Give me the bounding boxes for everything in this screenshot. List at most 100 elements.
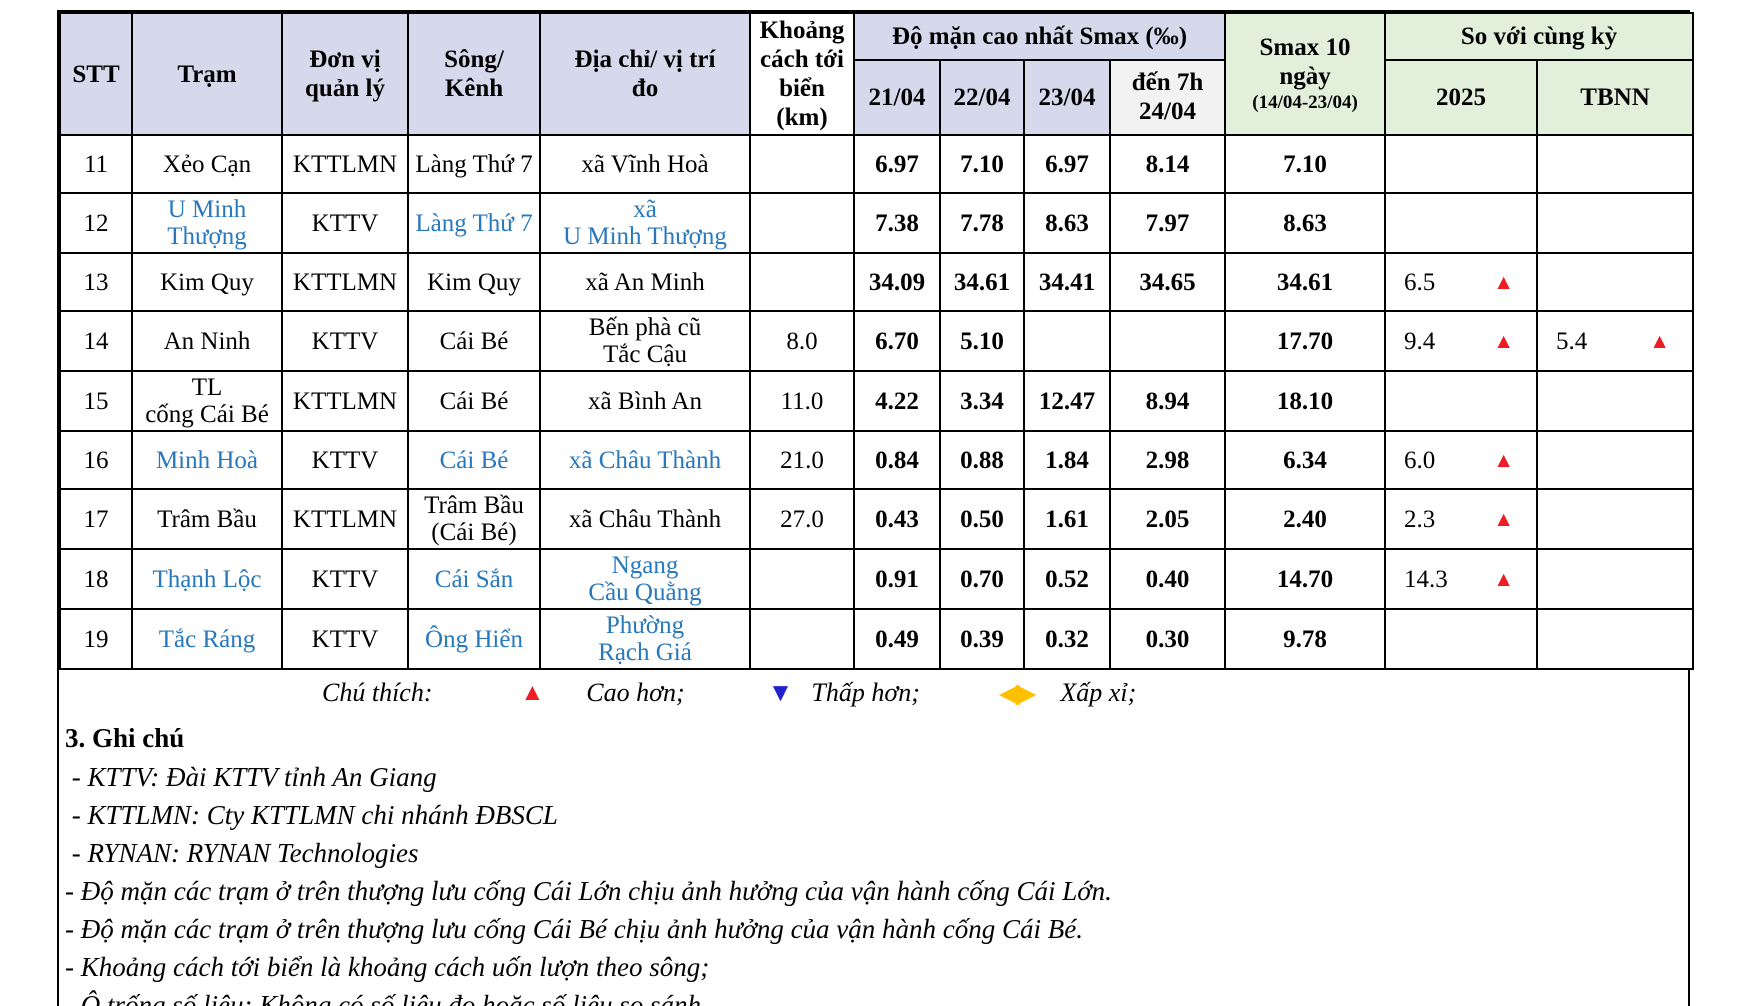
cell-smax10: 2.40	[1224, 488, 1387, 550]
cell-station: Thạnh Lộc	[131, 548, 283, 610]
table-row: 12 U Minh Thượng KTTV Làng Thứ 7 xã U Mi…	[59, 192, 1695, 254]
table-row: 16 Minh Hoà KTTV Cái Bé xã Châu Thành 21…	[59, 430, 1695, 490]
cell-smax10: 14.70	[1224, 548, 1387, 610]
legend-row: Chú thích: ▲ Cao hơn; ▼ Thấp hơn; ◀▶ Xấp…	[59, 670, 1688, 716]
cell-distance: 21.0	[749, 430, 855, 490]
cell-distance	[749, 608, 855, 670]
cell-smax-22-04: 0.39	[939, 608, 1025, 670]
note-line: - RYNAN: RYNAN Technologies	[65, 838, 419, 868]
compare-value: 14.3	[1404, 565, 1448, 593]
col-header-address: Địa chỉ/ vị trí đo	[539, 12, 751, 136]
col-header-date-2: 22/04	[939, 58, 1025, 137]
cell-smax-23-04: 34.41	[1023, 252, 1111, 312]
up-triangle-icon: ▲	[1493, 447, 1515, 472]
compare-value: 9.4	[1404, 327, 1436, 355]
cell-smax-24-04: 8.94	[1108, 370, 1227, 432]
note-line: - KTTV: Đài KTTV tỉnh An Giang	[65, 762, 437, 792]
cell-smax-22-04: 7.10	[939, 134, 1025, 194]
cell-address: xã U Minh Thượng	[539, 192, 751, 254]
cell-address: xã Bình An	[539, 370, 751, 432]
cell-station: U Minh Thượng	[131, 192, 283, 254]
cell-compare-2025: 9.4 ▲	[1384, 310, 1539, 372]
note-line: - Khoảng cách tới biển là khoảng cách uố…	[65, 952, 710, 982]
cell-smax-23-04: 1.61	[1023, 488, 1111, 550]
legend-approx-label: Xấp xỉ;	[1060, 678, 1137, 707]
cell-unit: KTTV	[281, 548, 409, 610]
table-row: 17 Trâm Bầu KTTLMN Trâm Bầu (Cái Bé) xã …	[59, 488, 1695, 550]
cell-smax-24-04: 0.30	[1108, 608, 1227, 670]
left-right-triangles-icon: ◀▶	[998, 677, 1036, 708]
table-row: 11 Xẻo Cạn KTTLMN Làng Thứ 7 xã Vĩnh Hoà…	[59, 134, 1695, 194]
col-header-2025: 2025	[1384, 58, 1539, 137]
cell-compare-2025: 6.5 ▲	[1384, 252, 1539, 312]
cell-compare-tbnn: ▲	[1536, 370, 1695, 432]
cell-smax-22-04: 0.70	[939, 548, 1025, 610]
cell-river: Cái Bé	[407, 370, 541, 432]
table-row: 15 TL cống Cái Bé KTTLMN Cái Bé xã Bình …	[59, 370, 1695, 432]
note-line: - KTTLMN: Cty KTTLMN chi nhánh ĐBSCL	[65, 800, 558, 830]
cell-address: xã An Minh	[539, 252, 751, 312]
cell-compare-tbnn: ▲	[1536, 430, 1695, 490]
compare-value: 2.3	[1404, 505, 1436, 533]
cell-smax10: 8.63	[1224, 192, 1387, 254]
legend-higher-label: Cao hơn;	[586, 678, 685, 707]
cell-distance: 27.0	[749, 488, 855, 550]
cell-smax-21-04: 0.43	[853, 488, 941, 550]
cell-unit: KTTV	[281, 608, 409, 670]
cell-station: Kim Quy	[131, 252, 283, 312]
smax10-range-label: (14/04-23/04)	[1252, 92, 1358, 113]
note-line: - Ô trống số liệu: Không có số liệu đo h…	[65, 990, 701, 1006]
cell-distance	[749, 192, 855, 254]
cell-river: Kim Quy	[407, 252, 541, 312]
cell-compare-2025: ▲	[1384, 608, 1539, 670]
cell-station: Trâm Bầu	[131, 488, 283, 550]
cell-unit: KTTLMN	[281, 252, 409, 312]
col-header-date-4: đến 7h 24/04	[1108, 58, 1227, 137]
cell-smax10: 17.70	[1224, 310, 1387, 372]
cell-smax-22-04: 34.61	[939, 252, 1025, 312]
cell-smax-23-04: 8.63	[1023, 192, 1111, 254]
up-triangle-icon: ▲	[1493, 328, 1515, 353]
salinity-report-sheet: STT Trạm Đơn vị quản lý Sông/ Kênh Địa c…	[57, 10, 1695, 1006]
table-row: 13 Kim Quy KTTLMN Kim Quy xã An Minh 34.…	[59, 252, 1695, 312]
cell-smax-23-04	[1023, 310, 1111, 372]
cell-river: Làng Thứ 7	[407, 134, 541, 194]
note-line: - Độ mặn các trạm ở trên thượng lưu cống…	[65, 914, 1084, 944]
down-triangle-icon: ▼	[767, 678, 794, 707]
cell-distance: 11.0	[749, 370, 855, 432]
cell-smax-24-04	[1108, 310, 1227, 372]
up-triangle-icon: ▲	[1493, 566, 1515, 591]
cell-compare-tbnn: ▲	[1536, 252, 1695, 312]
cell-compare-tbnn: ▲	[1536, 488, 1695, 550]
cell-compare-tbnn: ▲	[1536, 548, 1695, 610]
cell-smax-24-04: 7.97	[1108, 192, 1227, 254]
cell-smax-24-04: 2.98	[1108, 430, 1227, 490]
cell-compare-2025: 14.3 ▲	[1384, 548, 1539, 610]
cell-smax-22-04: 7.78	[939, 192, 1025, 254]
col-group-smax: Độ mặn cao nhất Smax (‰)	[852, 12, 1227, 61]
table-row: 14 An Ninh KTTV Cái Bé Bến phà cũ Tắc Cậ…	[59, 310, 1695, 372]
cell-station: Tắc Ráng	[131, 608, 283, 670]
cell-unit: KTTLMN	[281, 488, 409, 550]
cell-river: Cái Sắn	[407, 548, 541, 610]
cell-compare-tbnn: ▲	[1536, 134, 1695, 194]
notes-title: 3. Ghi chú	[65, 723, 185, 753]
up-triangle-icon: ▲	[1493, 269, 1515, 294]
cell-station: Xẻo Cạn	[131, 134, 283, 194]
cell-unit: KTTV	[281, 310, 409, 372]
cell-distance	[749, 548, 855, 610]
cell-address: xã Châu Thành	[539, 488, 751, 550]
compare-value: 6.0	[1404, 446, 1436, 474]
cell-stt: 18	[59, 548, 133, 610]
col-header-smax10: Smax 10 ngày (14/04-23/04)	[1224, 12, 1387, 136]
cell-smax-21-04: 34.09	[853, 252, 941, 312]
cell-river: Trâm Bầu (Cái Bé)	[407, 488, 541, 550]
cell-compare-2025: 2.3 ▲	[1384, 488, 1539, 550]
cell-smax-22-04: 5.10	[939, 310, 1025, 372]
cell-smax-24-04: 34.65	[1108, 252, 1227, 312]
cell-stt: 14	[59, 310, 133, 372]
cell-smax10: 6.34	[1224, 430, 1387, 490]
cell-smax10: 18.10	[1224, 370, 1387, 432]
col-header-unit: Đơn vị quản lý	[281, 12, 409, 136]
smax10-label: Smax 10 ngày	[1259, 34, 1351, 90]
